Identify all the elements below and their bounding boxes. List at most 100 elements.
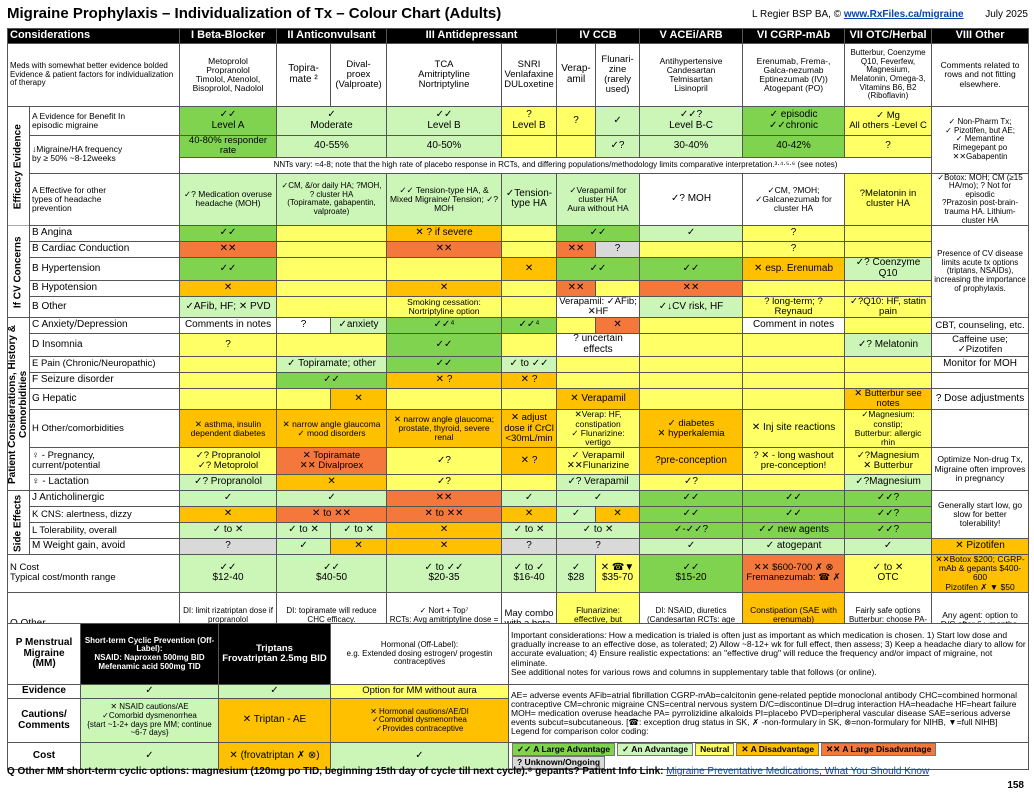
cell: ✕ adjust dose if CrCl <30mL/min: [501, 409, 558, 449]
group-label: Patient Considerations, History & Comorb…: [7, 317, 30, 491]
cell: Short-term Cyclic Prevention (Off-Label)…: [80, 623, 219, 685]
table-row: B Hypotension ✕ ✕ ✕✕ ✕✕: [8, 279, 1029, 297]
cell: Dival- proex (Valproate): [330, 43, 388, 107]
cell: ✓?: [386, 447, 503, 476]
group-label: Efficacy Evidence: [7, 106, 30, 226]
cell: ✓: [330, 741, 509, 771]
cell: ✓ to ✕: [276, 522, 332, 540]
cell: ✓✓ Level B: [386, 106, 503, 136]
cell: 30-40%: [639, 135, 744, 158]
cell: ✕: [595, 506, 641, 524]
cell: ✓? Melatonin: [844, 333, 933, 357]
cell: 40-42%: [742, 135, 846, 158]
row-label: M Weight gain, avoid: [28, 538, 181, 556]
cell: ✓ atogepant: [742, 538, 846, 556]
cell: ? uncertain effects: [556, 333, 641, 357]
row-label: B Hypotension: [28, 279, 181, 297]
cell: [742, 371, 846, 389]
cell: [501, 387, 558, 411]
cell: ✓Tension-type HA: [501, 172, 558, 227]
row-label: H Other/comorbidities: [28, 409, 181, 449]
cell: ✕ to ✕✕: [386, 506, 503, 524]
cell: [276, 333, 388, 357]
cell: ✓✓?: [844, 506, 933, 524]
cell: ?: [179, 538, 278, 556]
cell: Topira- mate ²: [276, 43, 332, 107]
cell: [742, 355, 846, 373]
cell: ?: [844, 135, 933, 158]
cell: ✓✓ Level A: [179, 106, 278, 136]
cell: ✓CM, ?MOH; ✓Galcanezumab for cluster HA: [742, 172, 846, 227]
patient-link[interactable]: Migraine Preventative Medications, What …: [666, 766, 930, 777]
row-label: J Anticholinergic: [28, 490, 181, 508]
credit: L Regier BSP BA, © www.RxFiles.ca/migrai…: [752, 9, 964, 20]
cell: ✓✓: [386, 355, 503, 373]
cell: ✕ Triptan - AE: [218, 698, 331, 743]
cell: Verapamil: ✓AFib; ✕HF: [556, 295, 641, 319]
cell: ✓✓⁴: [386, 317, 503, 335]
cell: ✓: [218, 684, 331, 699]
cell: [639, 371, 744, 389]
cell: ✓ $28: [556, 554, 597, 593]
mm-row: Cautions/ Comments ✕ NSAID cautions/AE ✓C…: [7, 698, 1029, 743]
cell: ? ✕ - long washout pre-conception!: [742, 447, 846, 476]
cell: ✓✓: [556, 257, 641, 281]
cell: ✓ to ✓✓ $20-35: [386, 554, 503, 593]
legend-item: ✓✓ A Large Advantage: [512, 743, 616, 757]
group-label: If CV Concerns: [7, 225, 30, 318]
table-row: D Insomnia? ✓✓ ? uncertain effects ✓? Melat…: [8, 333, 1030, 357]
cell: ✓ Verapamil ✕✕Flunarizine: [556, 447, 641, 476]
cell: ✕✕: [556, 241, 597, 259]
cell: ✓Magnesium: constip; Butterbur: allergic…: [844, 409, 933, 449]
cell: [639, 355, 744, 373]
cell: [844, 355, 933, 373]
cell: VIII Other: [931, 28, 1030, 44]
cell: [386, 387, 503, 411]
cell: ✓✓: [386, 333, 503, 357]
mm-row: Evidence ✓ ✓ Option for MM without aura AE= …: [7, 684, 1029, 743]
cell: ✓ Moderate: [276, 106, 388, 136]
cell: Optimize Non-drug Tx, Migraine often imp…: [931, 447, 1030, 492]
cell: ✕Verap: HF, constipation ✓ Flunarizine: …: [556, 409, 641, 449]
cell: ✓-✓✓?: [639, 522, 744, 540]
cell: ✕: [501, 506, 558, 524]
mm-row: P Menstrual Migraine (MM) Short-term Cycl…: [7, 623, 1029, 685]
cell: [844, 241, 933, 259]
cell: ✓CM, &/or daily HA; ?MOH, ? cluster HA (…: [276, 172, 388, 227]
cell: ✓ to ✕: [179, 522, 278, 540]
row-label: F Seizure disorder: [28, 371, 181, 389]
mm-row: Cost ✓ ✕ (frovatriptan ✗ ⊗) ✓ ✓✓ A Large Adv…: [7, 741, 1029, 771]
cell: Monitor for MOH: [931, 355, 1030, 373]
cell: ✕: [386, 522, 503, 540]
row-label: B Angina: [28, 225, 181, 243]
legend-item: Neutral: [695, 743, 735, 757]
table-row: Meds with somewhat better evidence bolde…: [6, 43, 1030, 107]
link[interactable]: www.RxFiles.ca/migraine: [843, 9, 964, 20]
cell: ? long-term; ? Reynaud: [742, 295, 846, 319]
row-label: Cautions/ Comments: [7, 698, 81, 743]
cell: ?: [276, 317, 332, 335]
title: Migraine Prophylaxis – Individualization…: [7, 5, 502, 22]
cell: ✓? Coenzyme Q10: [844, 257, 933, 281]
cell: 40-80% responder rate: [179, 135, 278, 158]
cell: Smoking cessation: Nortriptyline option: [386, 295, 503, 319]
cell: ✕ ?: [501, 447, 558, 476]
row-label: G Hepatic: [28, 387, 181, 411]
cell: ✓✓ $12-40: [179, 554, 278, 593]
cell: ✕ ? if severe: [386, 225, 503, 243]
cell: ✕✕: [386, 241, 503, 259]
cell: Comment in notes: [742, 317, 846, 335]
cell: ✓✓: [556, 225, 641, 243]
cell: ✓ Non-Pharm Tx; ✓ Pizotifen, but AE; ✓ M…: [931, 106, 1030, 174]
cell: ✓ to ✓ $16-40: [501, 554, 558, 593]
cell: [501, 295, 558, 319]
table-row: E Pain (Chronic/Neuropathic) ✓ Topiramate…: [8, 355, 1030, 373]
header: Migraine Prophylaxis – Individualization…: [7, 2, 1028, 26]
cell: ✕✕: [179, 241, 278, 259]
row-label: A Evidence for Benefit In episodic migra…: [28, 106, 181, 136]
cell: Comments related to rows and not fitting…: [931, 43, 1030, 107]
cell: [276, 257, 388, 281]
cell: Hormonal (Off-Label): e.g. Extended dosi…: [330, 623, 509, 685]
table-row: L Tolerability, overall ✓ to ✕ ✓ to ✕ ✓ to …: [8, 522, 1029, 540]
cell: [501, 474, 558, 492]
